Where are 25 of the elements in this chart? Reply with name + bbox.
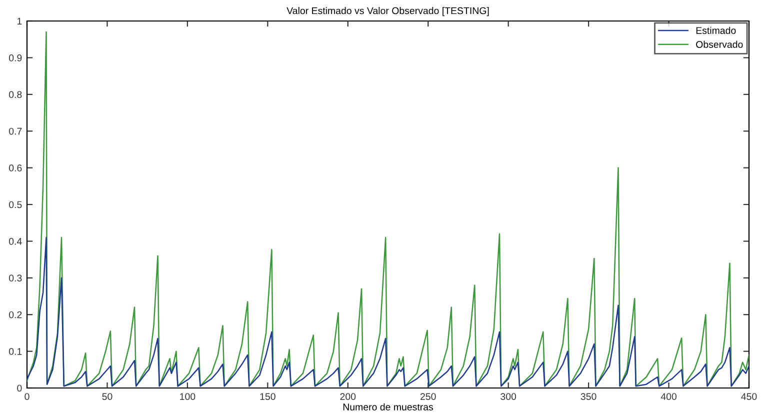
y-tick-label: 0.3 (9, 274, 22, 282)
x-tick-label: 400 (660, 393, 677, 400)
x-axis-title: Numero de muestras (343, 403, 434, 410)
x-tick-label: 250 (420, 393, 436, 400)
legend-label: Estimado (696, 26, 736, 34)
x-tick-label: 150 (260, 393, 276, 400)
chart-title: Valor Estimado vs Valor Observado [TESTING] (286, 7, 489, 16)
x-tick-label: 450 (741, 393, 757, 400)
y-tick-label: 0.1 (9, 348, 22, 355)
x-tick-label: 350 (580, 393, 596, 400)
y-tick-label: 0.2 (9, 311, 22, 318)
x-tick-label: 300 (500, 393, 516, 400)
y-tick-label: 1 (17, 18, 22, 25)
x-tick-label: 200 (340, 393, 356, 400)
x-tick-label: 100 (180, 393, 196, 400)
y-tick-label: 0.5 (9, 201, 22, 208)
y-tick-label: 0.8 (9, 91, 22, 98)
y-tick-label: 0.7 (9, 128, 22, 135)
x-tick-label: 0 (24, 393, 30, 400)
y-tick-label: 0 (17, 384, 22, 392)
y-tick-label: 0.9 (9, 54, 22, 62)
x-tick-label: 50 (102, 393, 112, 400)
y-tick-label: 0.4 (9, 238, 22, 245)
y-tick-label: 0.6 (9, 164, 22, 172)
legend-label: Observado (696, 40, 743, 48)
